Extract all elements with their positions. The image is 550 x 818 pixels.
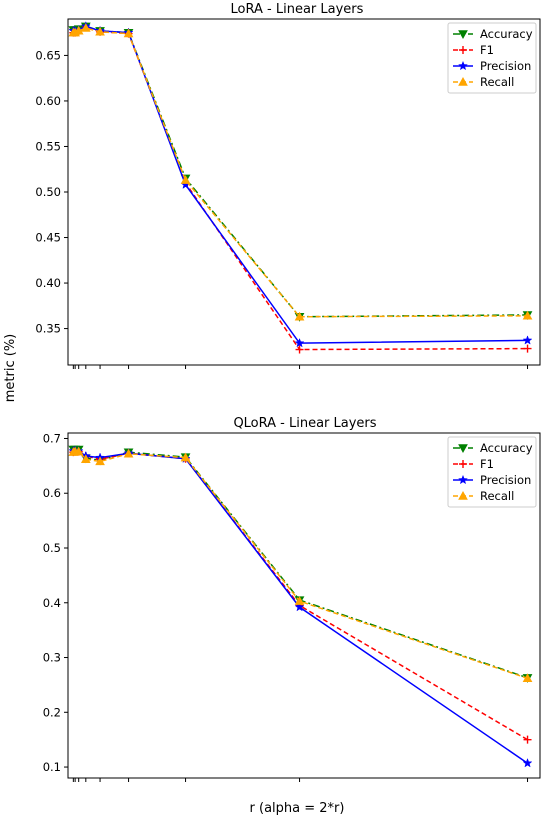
lora-panel: LoRA - Linear Layers 0.35 0.40 0.45 0.50 0.5… bbox=[35, 2, 541, 369]
qlora-y-tick-label: 0.1 bbox=[43, 760, 61, 774]
qlora-f1-point bbox=[523, 735, 532, 744]
lora-legend-precision-marker bbox=[458, 60, 468, 71]
qlora-legend-accuracy-label: Accuracy bbox=[480, 441, 533, 455]
shared-y-axis-label: metric (%) bbox=[3, 334, 18, 403]
lora-legend-accuracy-label: Accuracy bbox=[480, 27, 533, 41]
lora-y-tick-label: 0.35 bbox=[35, 322, 61, 336]
lora-f1-point bbox=[295, 345, 304, 354]
qlora-recall-point bbox=[180, 452, 191, 462]
lora-y-tick-label: 0.60 bbox=[35, 94, 61, 108]
lora-legend-f1-label: F1 bbox=[480, 43, 494, 57]
qlora-legend-precision-label: Precision bbox=[480, 473, 531, 487]
lora-precision-point bbox=[522, 335, 533, 345]
qlora-legend-box bbox=[447, 436, 537, 508]
qlora-precision-point bbox=[294, 601, 305, 612]
lora-f1-point bbox=[523, 344, 532, 353]
lora-recall-point bbox=[95, 26, 105, 36]
qlora-legend-recall-marker bbox=[458, 490, 468, 500]
qlora-precision-point bbox=[522, 757, 533, 768]
qlora-y-tick-label: 0.4 bbox=[43, 596, 61, 610]
lora-recall-point bbox=[73, 25, 84, 35]
qlora-plot-frame bbox=[67, 432, 541, 779]
qlora-legend-f1-marker bbox=[459, 460, 467, 468]
lora-recall-point bbox=[522, 310, 533, 320]
qlora-legend-precision-marker bbox=[458, 474, 468, 485]
lora-legend-precision-label: Precision bbox=[480, 59, 531, 73]
qlora-y-tick-label: 0.5 bbox=[43, 541, 61, 555]
lora-legend-recall-marker bbox=[458, 76, 468, 86]
qlora-panel: QLoRA - Linear Layers 0.1 0.2 0.3 0.4 0.5 0.6… bbox=[43, 416, 541, 782]
qlora-recall-point bbox=[95, 456, 105, 466]
qlora-y-tick-label: 0.6 bbox=[43, 486, 61, 500]
qlora-legend-f1-label: F1 bbox=[480, 457, 494, 471]
lora-y-tick-label: 0.55 bbox=[35, 139, 61, 153]
qlora-legend: Accuracy F1 Precision Recall bbox=[447, 436, 537, 508]
qlora-x-axis bbox=[72, 778, 529, 782]
lora-precision-point bbox=[294, 337, 305, 348]
lora-y-tick-label: 0.40 bbox=[35, 276, 61, 290]
qlora-recall-point bbox=[80, 454, 91, 463]
qlora-recall-point bbox=[123, 448, 134, 458]
lora-recall-point bbox=[123, 28, 134, 38]
qlora-series bbox=[68, 445, 533, 768]
lora-y-axis: 0.35 0.40 0.45 0.50 0.55 0.60 0.65 bbox=[35, 48, 68, 336]
qlora-recall-point bbox=[73, 446, 84, 456]
qlora-y-axis: 0.1 0.2 0.3 0.4 0.5 0.6 0.7 bbox=[43, 431, 68, 774]
lora-legend-f1-marker bbox=[459, 46, 467, 54]
lora-recall-point bbox=[294, 311, 305, 321]
lora-y-tick-label: 0.65 bbox=[35, 48, 61, 62]
qlora-legend-accuracy-marker bbox=[458, 444, 468, 454]
lora-recall-point bbox=[80, 23, 91, 32]
qlora-y-tick-label: 0.2 bbox=[43, 705, 61, 719]
lora-legend-accuracy-marker bbox=[458, 30, 468, 40]
lora-title: LoRA - Linear Layers bbox=[231, 2, 364, 17]
qlora-y-tick-label: 0.7 bbox=[43, 431, 61, 445]
lora-legend-recall-label: Recall bbox=[480, 75, 514, 89]
qlora-recall-point bbox=[294, 596, 305, 605]
lora-series bbox=[68, 21, 533, 354]
qlora-legend-recall-label: Recall bbox=[480, 489, 514, 503]
lora-legend: Accuracy F1 Precision Recall bbox=[447, 22, 537, 94]
qlora-y-tick-label: 0.3 bbox=[43, 651, 61, 665]
lora-legend-box bbox=[447, 22, 537, 94]
lora-y-tick-label: 0.50 bbox=[35, 185, 61, 199]
qlora-recall-point bbox=[522, 673, 533, 683]
lora-recall-point bbox=[180, 175, 191, 184]
lora-x-axis bbox=[72, 365, 529, 369]
shared-x-axis-label: r (alpha = 2*r) bbox=[250, 801, 345, 816]
qlora-title: QLoRA - Linear Layers bbox=[233, 416, 376, 431]
lora-y-tick-label: 0.45 bbox=[35, 231, 61, 245]
